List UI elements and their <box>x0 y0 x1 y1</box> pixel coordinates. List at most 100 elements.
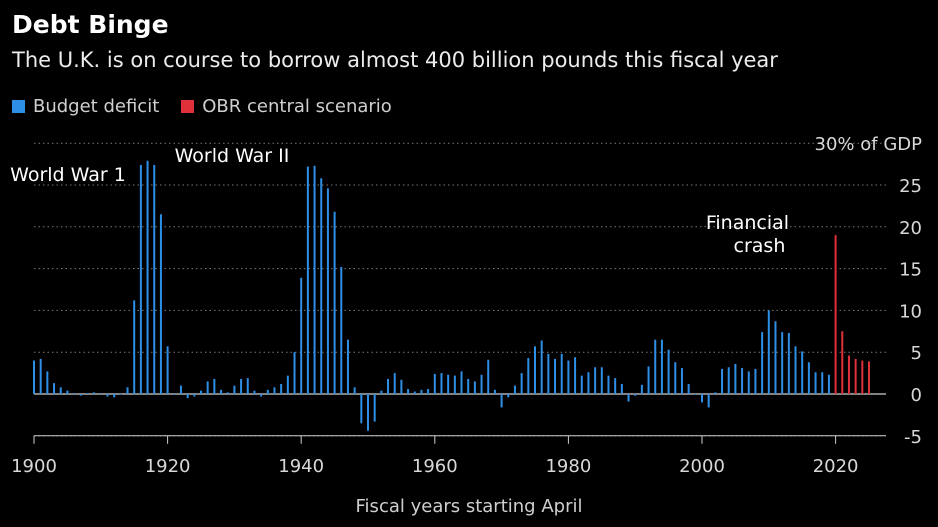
bar-deficit-1955 <box>400 379 403 394</box>
x-tick-label-1900: 1900 <box>11 456 57 477</box>
bar-deficit-1987 <box>614 378 617 394</box>
bar-deficit-1934 <box>260 394 263 397</box>
bar-deficit-1948 <box>353 387 356 394</box>
y-tick-label-25: 25 <box>899 176 922 197</box>
x-tick-label-1920: 1920 <box>145 456 191 477</box>
bar-deficit-1973 <box>520 373 523 394</box>
y-tick-label-15: 15 <box>899 260 922 281</box>
bar-deficit-1925 <box>200 390 202 394</box>
bar-deficit-2005 <box>734 363 737 394</box>
bar-deficit-1986 <box>607 375 610 394</box>
bar-deficit-1938 <box>286 375 289 394</box>
bar-deficit-1995 <box>667 349 670 394</box>
bar-deficit-1922 <box>179 385 182 394</box>
bar-deficit-1947 <box>346 339 349 394</box>
y-tick-label--5: -5 <box>904 427 922 448</box>
bar-deficit-1918 <box>153 164 156 394</box>
bar-deficit-1978 <box>554 358 557 394</box>
bar-deficit-1956 <box>407 388 410 394</box>
bar-deficit-1917 <box>146 160 149 394</box>
bar-deficit-1967 <box>480 374 483 394</box>
bar-deficit-1981 <box>574 357 577 394</box>
bar-deficit-1984 <box>594 367 597 394</box>
bar-deficit-1913 <box>119 394 122 395</box>
legend: Budget deficit OBR central scenario <box>12 96 414 117</box>
x-axis-label-text: Fiscal years starting April <box>355 496 583 517</box>
legend-item-obr-scenario: OBR central scenario <box>181 96 392 117</box>
bar-deficit-1905 <box>66 390 69 394</box>
bar-deficit-1977 <box>547 353 550 394</box>
bar-deficit-1954 <box>393 373 396 394</box>
bar-deficit-1929 <box>226 392 229 394</box>
bar-deficit-2016 <box>807 362 810 394</box>
bar-deficit-1970 <box>500 394 503 408</box>
bar-deficit-1901 <box>39 358 42 394</box>
bar-deficit-1949 <box>360 394 363 424</box>
bar-deficit-1939 <box>293 352 296 394</box>
bar-deficit-2001 <box>707 394 710 408</box>
bar-deficit-1975 <box>534 346 536 394</box>
bar-deficit-2017 <box>814 372 817 394</box>
bar-deficit-1900 <box>33 360 35 394</box>
y-tick-label-5: 5 <box>911 343 922 364</box>
bar-deficit-1963 <box>453 375 456 394</box>
chart-subtitle: The U.K. is on course to borrow almost 4… <box>12 48 778 72</box>
bar-deficit-1915 <box>133 300 136 394</box>
bar-deficit-2002 <box>714 392 717 394</box>
bar-deficit-1909 <box>93 392 96 394</box>
x-axis-label: Fiscal years starting April <box>0 496 938 517</box>
bar-deficit-1994 <box>660 339 663 394</box>
bar-deficit-1944 <box>326 188 329 394</box>
bar-deficit-2004 <box>727 367 730 394</box>
bar-deficit-2011 <box>774 321 777 394</box>
bar-deficit-1906 <box>73 393 76 394</box>
bar-deficit-1952 <box>380 390 383 394</box>
bar-deficit-1992 <box>647 366 650 394</box>
bar-deficit-2007 <box>747 371 750 394</box>
bar-deficit-1972 <box>513 385 516 394</box>
bar-deficit-1964 <box>460 371 463 394</box>
bar-deficit-1983 <box>587 372 590 394</box>
bar-obr-2023 <box>854 358 857 394</box>
bar-deficit-1919 <box>159 214 162 394</box>
bar-deficit-1988 <box>620 383 623 394</box>
bar-obr-2020 <box>834 235 837 394</box>
bar-deficit-1936 <box>273 387 276 394</box>
bar-deficit-1912 <box>113 394 116 398</box>
annotation-world-war-1: World War 1 <box>10 164 126 186</box>
bar-deficit-1920 <box>166 346 169 394</box>
bar-deficit-1974 <box>527 358 530 394</box>
bar-obr-2021 <box>841 331 844 394</box>
bar-deficit-1943 <box>320 178 323 394</box>
bar-deficit-1927 <box>213 378 216 394</box>
bar-deficit-1997 <box>680 368 683 394</box>
bar-deficit-1916 <box>139 164 142 394</box>
bar-deficit-1904 <box>59 387 62 394</box>
bar-deficit-1961 <box>440 373 443 394</box>
bar-deficit-1940 <box>300 277 303 394</box>
bar-deficit-1914 <box>126 387 129 394</box>
bar-deficit-1930 <box>233 385 236 394</box>
bar-deficit-2013 <box>787 332 790 394</box>
bar-obr-2024 <box>861 360 864 394</box>
bar-deficit-1957 <box>413 391 416 394</box>
bar-deficit-2014 <box>794 346 797 394</box>
bar-deficit-1903 <box>53 383 56 394</box>
bar-deficit-1908 <box>86 393 89 394</box>
bar-deficit-1941 <box>306 166 309 394</box>
bar-deficit-2000 <box>701 394 703 403</box>
bar-deficit-1937 <box>280 383 283 394</box>
bar-deficit-1931 <box>240 378 243 394</box>
bar-deficit-1958 <box>420 389 423 394</box>
bar-deficit-1998 <box>687 383 690 394</box>
legend-item-budget-deficit: Budget deficit <box>12 96 159 117</box>
bar-deficit-1971 <box>507 394 510 398</box>
x-tick-label-1980: 1980 <box>545 456 591 477</box>
bar-deficit-1928 <box>220 389 223 394</box>
bar-deficit-1968 <box>487 359 490 394</box>
bar-deficit-1942 <box>313 165 316 394</box>
x-tick-label-1960: 1960 <box>412 456 458 477</box>
bar-deficit-1980 <box>567 360 570 394</box>
bar-deficit-1959 <box>427 388 430 394</box>
